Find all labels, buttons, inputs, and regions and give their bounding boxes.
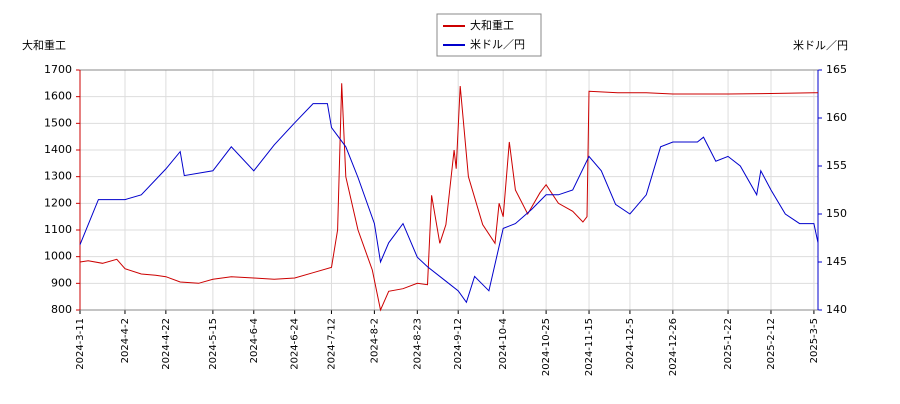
- series-line: [79, 83, 818, 312]
- y-tick-label: 1000: [44, 250, 72, 263]
- y-tick-label: 1700: [44, 63, 72, 76]
- y2-tick-label: 165: [826, 63, 847, 76]
- y-tick-label: 900: [51, 276, 72, 289]
- x-tick-label: 2024-8-23: [412, 318, 423, 370]
- y2-tick-label: 155: [826, 159, 847, 172]
- legend-box: [436, 13, 542, 57]
- x-tick-label: 2024-6-24: [290, 318, 301, 370]
- x-tick-label: 2024-4-2: [120, 318, 131, 363]
- x-tick-label: 2024-6-4: [249, 318, 260, 363]
- x-tick-label: 2024-10-25: [541, 318, 552, 376]
- y-tick-label: 1400: [44, 143, 72, 156]
- x-tick-label: 2024-3-11: [75, 318, 86, 370]
- y-tick-label: 800: [51, 303, 72, 316]
- x-tick-label: 2024-12-26: [668, 318, 679, 376]
- plot-frame: [79, 69, 819, 311]
- x-tick-label: 2025-2-12: [766, 318, 777, 370]
- y-tick-label: 1500: [44, 116, 72, 129]
- y-axis-label: 大和重工: [22, 38, 66, 52]
- x-tick-label: 2025-3-5: [809, 318, 820, 363]
- legend-label: 大和重工: [470, 18, 514, 32]
- y-tick-label: 1600: [44, 90, 72, 103]
- x-tick-label: 2024-4-22: [161, 318, 172, 370]
- x-tick-label: 2024-9-12: [453, 318, 464, 370]
- y2-tick-label: 150: [826, 207, 847, 220]
- x-tick-label: 2025-1-22: [723, 318, 734, 370]
- x-tick-label: 2024-12-5: [625, 318, 636, 370]
- y2-axis-label: 米ドル／円: [793, 39, 848, 52]
- series-line: [79, 103, 819, 304]
- x-tick-label: 2024-7-12: [326, 318, 337, 370]
- y2-tick-label: 160: [826, 111, 847, 124]
- y-tick-label: 1100: [44, 223, 72, 236]
- y2-tick-label: 140: [826, 303, 847, 316]
- x-tick-label: 2024-8-2: [369, 318, 380, 363]
- y-tick-label: 1200: [44, 196, 72, 209]
- x-tick-label: 2024-5-15: [208, 318, 219, 370]
- x-tick-label: 2024-11-15: [584, 318, 595, 376]
- y-tick-label: 1300: [44, 170, 72, 183]
- x-tick-label: 2024-10-4: [498, 318, 509, 370]
- y2-tick-label: 145: [826, 255, 847, 268]
- legend-label: 米ドル／円: [470, 38, 525, 51]
